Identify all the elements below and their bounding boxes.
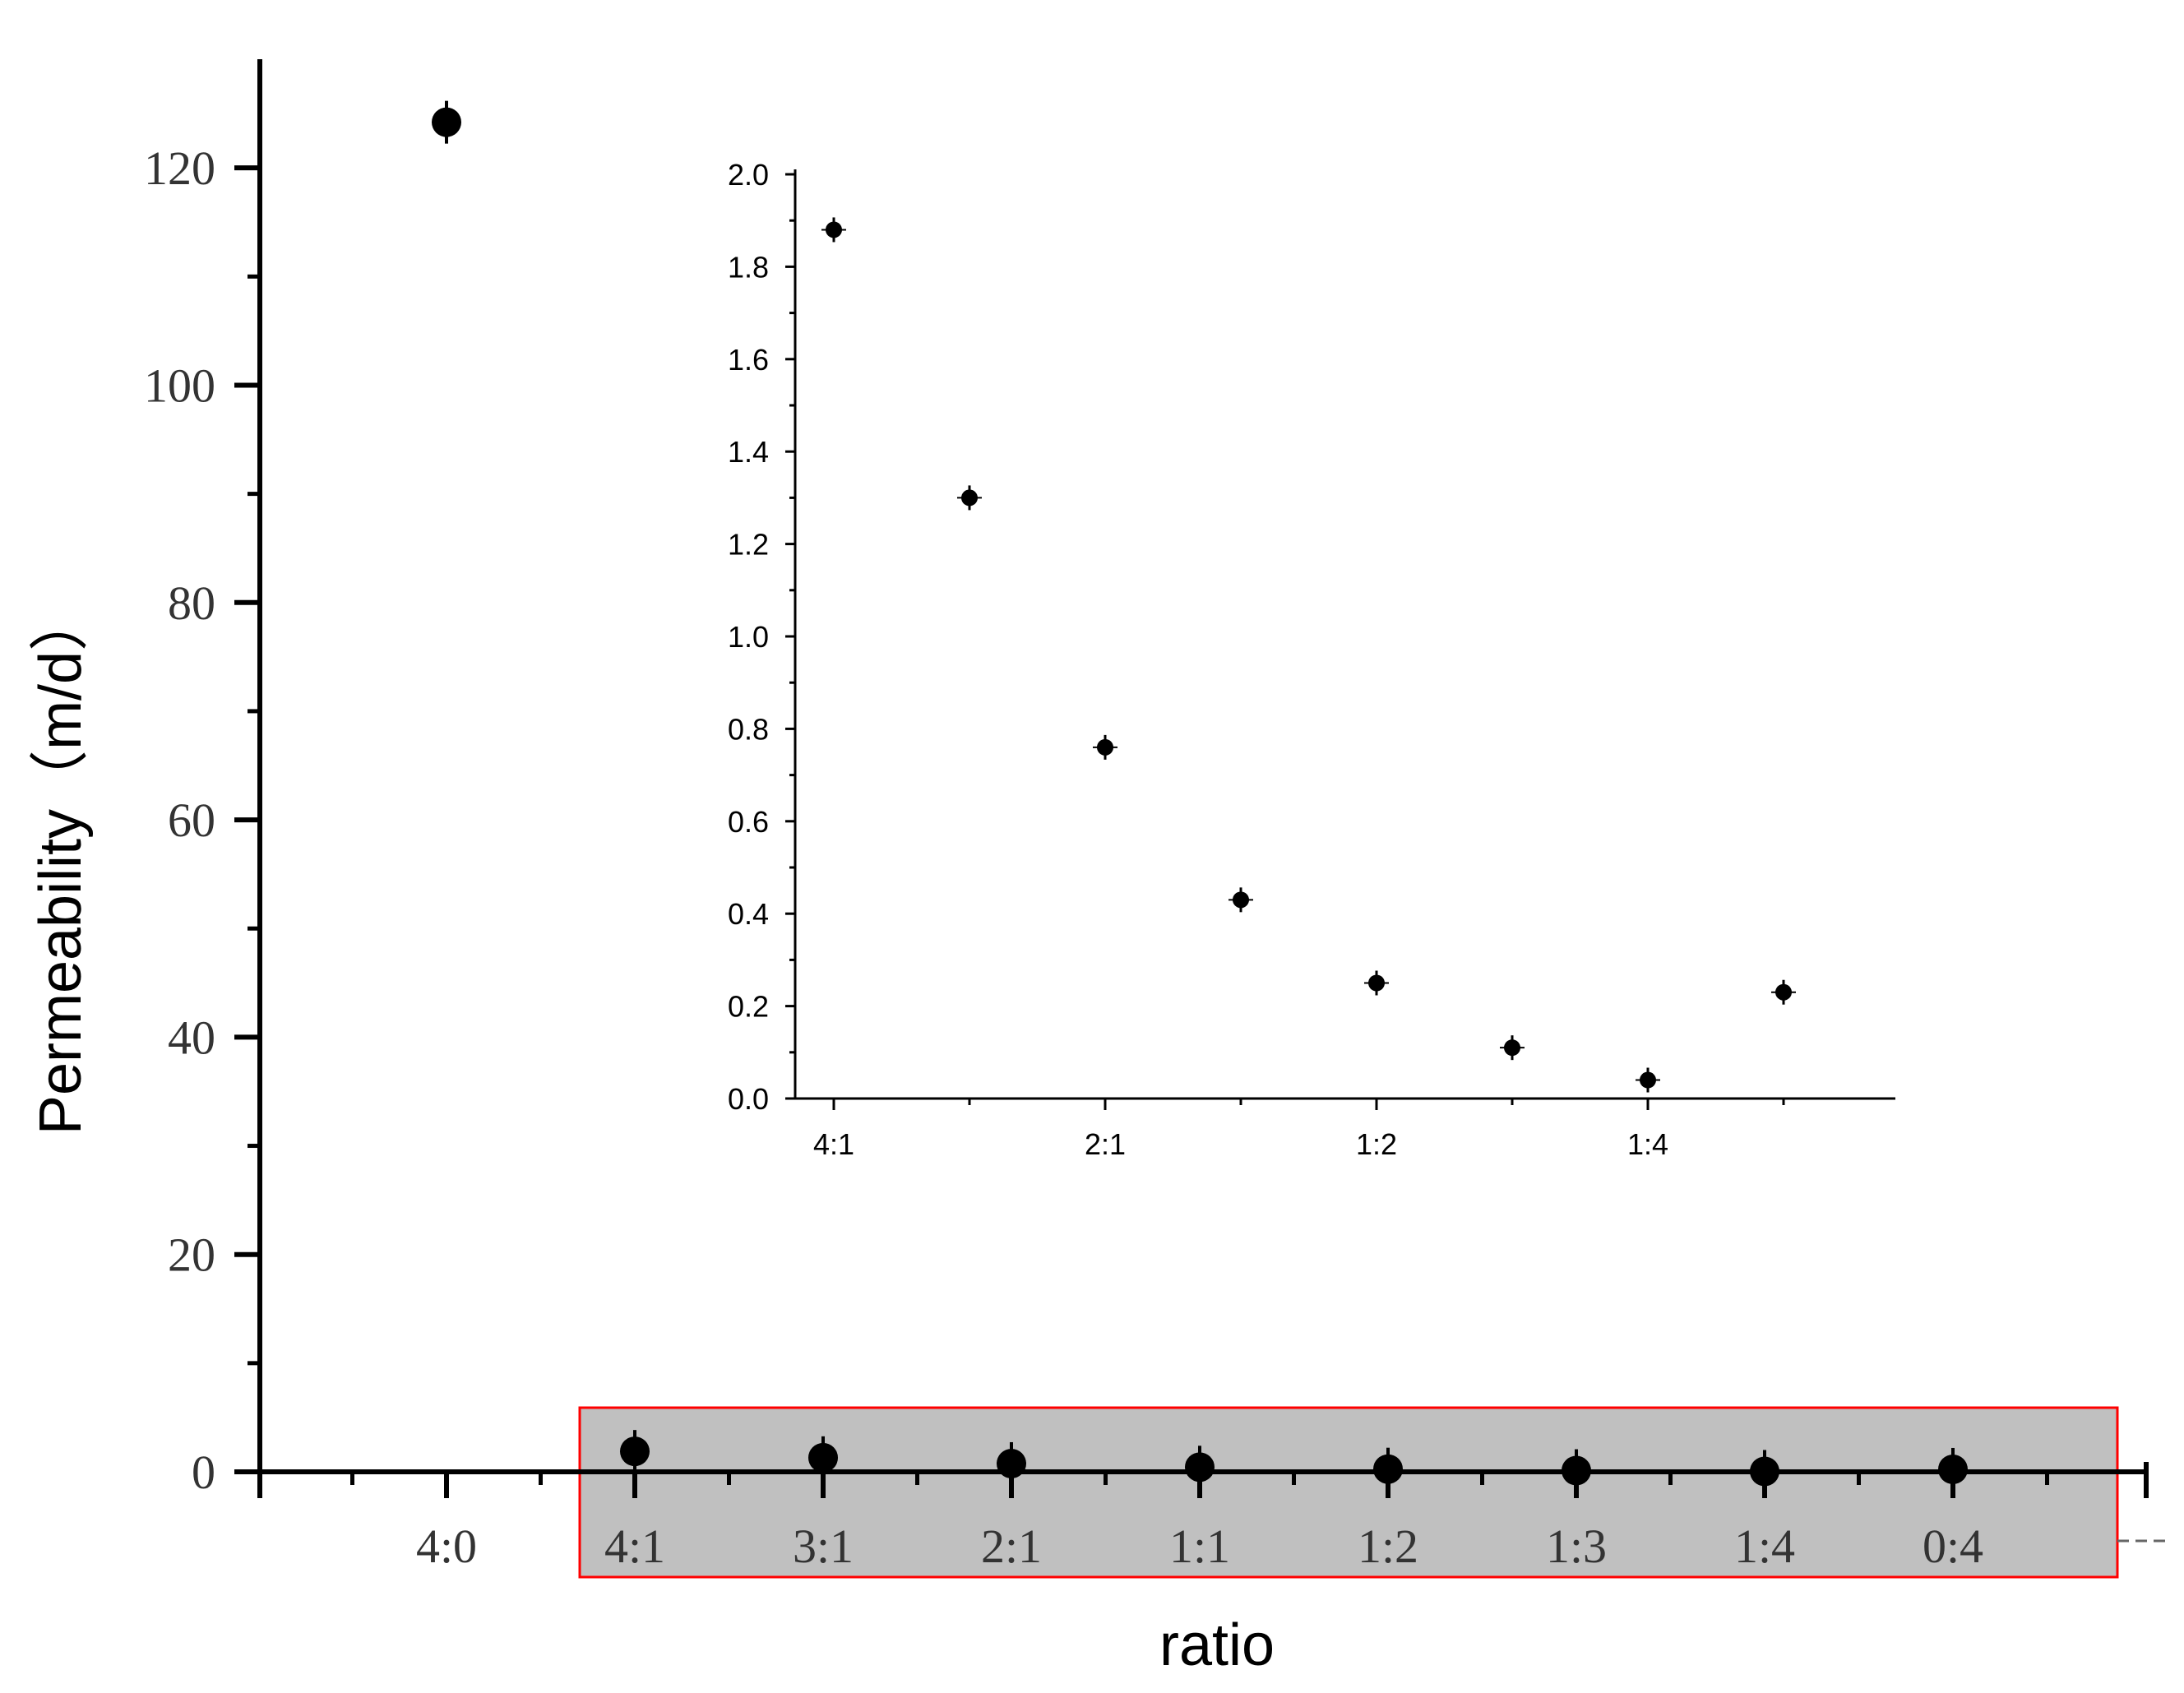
inset-x-tick-label: 4:1	[813, 1127, 854, 1161]
x-axis-title: ratio	[1159, 1612, 1275, 1678]
x-tick-label: 1:1	[1169, 1520, 1230, 1573]
inset-x-tick-label: 2:1	[1085, 1127, 1126, 1161]
inset-y-tick-label: 2.0	[728, 158, 769, 192]
x-tick-label: 4:0	[416, 1520, 477, 1573]
x-tick-label: 3:1	[793, 1520, 854, 1573]
y-tick-label: 80	[168, 576, 215, 630]
x-tick-label: 1:4	[1734, 1520, 1795, 1573]
y-tick-label: 60	[168, 793, 215, 847]
inset-x-tick-label: 1:2	[1356, 1127, 1397, 1161]
inset-y-tick-label: 1.4	[728, 435, 769, 469]
x-tick-label: 1:3	[1546, 1520, 1607, 1573]
inset-chart: 0.0 0.2 0.4 0.6 0.8 1.0 1.2 1.4 1.6 1.8 2.0 4:1 2:1 1…	[728, 158, 1895, 1161]
x-tick-label: 4:1	[604, 1520, 665, 1573]
x-tick-label: 1:2	[1358, 1520, 1418, 1573]
inset-y-tick-label: 0.2	[728, 990, 769, 1024]
y-tick-label: 20	[168, 1228, 215, 1282]
inset-y-tick-label: 0.6	[728, 805, 769, 839]
inset-y-tick-label: 1.2	[728, 528, 769, 562]
inset-y-tick-label: 0.8	[728, 712, 769, 746]
y-tick-label: 100	[144, 358, 215, 412]
y-tick-label: 120	[144, 141, 215, 195]
inset-y-tick-label: 0.0	[728, 1082, 769, 1116]
y-axis-title: Permeability（m/d）	[28, 592, 94, 1135]
y-tick-label: 0	[192, 1446, 215, 1499]
inset-y-tick-label: 1.0	[728, 620, 769, 654]
inset-y-tick-label: 1.8	[728, 250, 769, 284]
x-tick-label: 0:4	[1923, 1520, 1983, 1573]
y-tick-label: 40	[168, 1011, 215, 1064]
inset-y-tick-label: 0.4	[728, 897, 769, 931]
inset-x-tick-label: 1:4	[1627, 1127, 1668, 1161]
x-tick-label: 2:1	[981, 1520, 1042, 1573]
inset-y-tick-label: 1.6	[728, 343, 769, 377]
highlight-region	[578, 1406, 2119, 1579]
